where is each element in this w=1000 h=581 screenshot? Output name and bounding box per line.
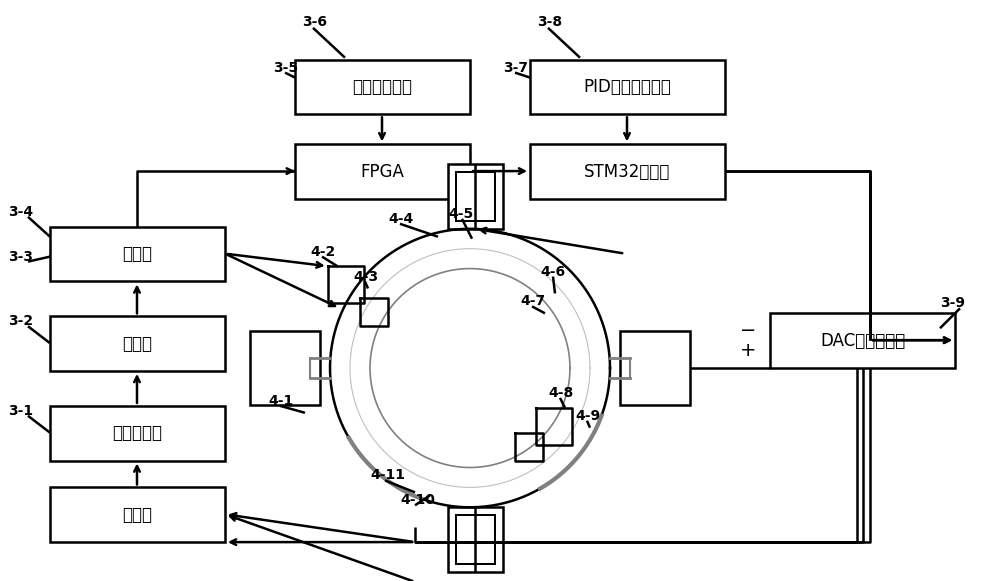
Text: 4-1: 4-1	[268, 394, 293, 408]
Text: 4-11: 4-11	[370, 468, 405, 482]
Text: 比较器: 比较器	[122, 245, 152, 263]
Text: 3-3: 3-3	[8, 250, 33, 264]
Bar	[295, 144, 470, 199]
Text: +: +	[740, 341, 756, 360]
Bar	[448, 164, 503, 229]
Text: 4-8: 4-8	[548, 386, 573, 400]
Bar	[50, 406, 225, 461]
Bar	[456, 515, 494, 564]
Text: 3-5: 3-5	[273, 60, 298, 74]
Text: 4-7: 4-7	[520, 295, 545, 309]
Text: 读频模块程序: 读频模块程序	[352, 78, 413, 96]
Bar	[770, 313, 955, 368]
Text: 3-9: 3-9	[940, 296, 965, 310]
Text: 移相器: 移相器	[122, 335, 152, 353]
Text: PID控制算法程序: PID控制算法程序	[584, 78, 671, 96]
Text: 4-4: 4-4	[388, 212, 413, 226]
Bar	[50, 227, 225, 282]
Text: 3-4: 3-4	[8, 205, 33, 219]
Bar	[50, 487, 225, 542]
Text: 3-7: 3-7	[503, 60, 528, 74]
Text: 4-5: 4-5	[448, 207, 473, 221]
Bar	[620, 331, 690, 406]
Text: 带通滤波器: 带通滤波器	[112, 424, 162, 442]
Text: 3-6: 3-6	[302, 15, 327, 29]
Text: 4-3: 4-3	[353, 270, 378, 284]
Bar	[448, 507, 503, 572]
Text: 4-9: 4-9	[575, 409, 600, 423]
Text: −: −	[740, 321, 756, 340]
Bar	[530, 60, 725, 114]
Bar	[530, 144, 725, 199]
Text: 4-10: 4-10	[400, 493, 435, 507]
Text: DAC数模转化器: DAC数模转化器	[820, 332, 905, 350]
Text: 3-8: 3-8	[537, 15, 562, 29]
Text: 4-6: 4-6	[540, 264, 565, 278]
Text: 4-2: 4-2	[310, 245, 335, 259]
Text: 放大器: 放大器	[122, 505, 152, 523]
Bar	[50, 316, 225, 371]
Text: 3-2: 3-2	[8, 314, 33, 328]
Bar	[250, 331, 320, 406]
Text: STM32单片机: STM32单片机	[584, 163, 671, 181]
Bar	[295, 60, 470, 114]
Bar	[456, 172, 494, 221]
Text: FPGA: FPGA	[361, 163, 404, 181]
Text: 3-1: 3-1	[8, 404, 33, 418]
